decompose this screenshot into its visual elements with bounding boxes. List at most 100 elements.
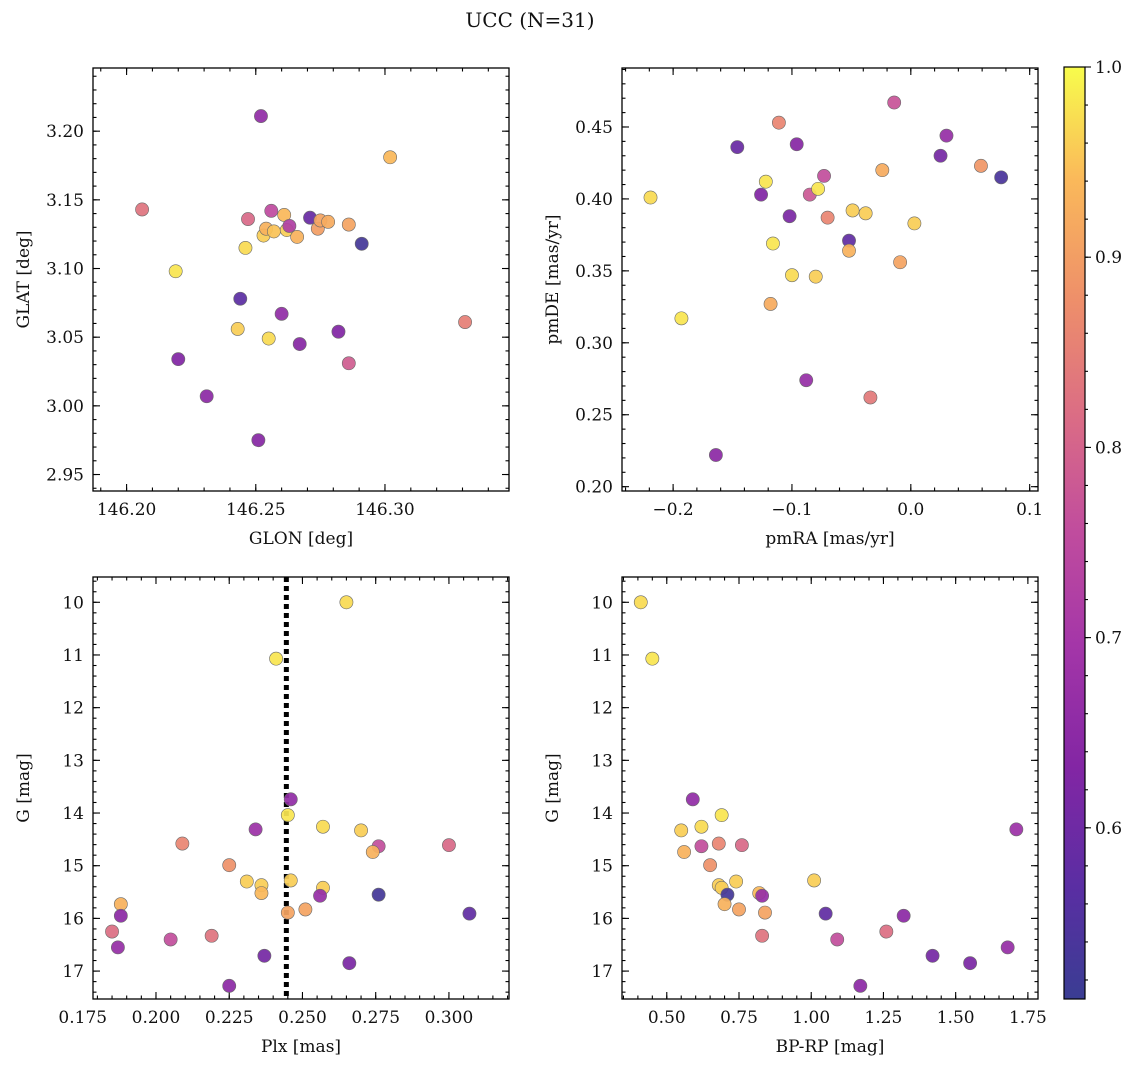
data-point	[732, 902, 746, 917]
data-point	[342, 956, 357, 971]
data-point	[290, 230, 305, 244]
x-axis-label: BP-RP [mag]	[776, 1037, 885, 1057]
data-point	[239, 874, 254, 889]
data-point	[341, 217, 356, 232]
y-tick-label: 0.35	[575, 262, 613, 282]
y-tick-label: 0.45	[575, 118, 613, 138]
data-point	[135, 202, 149, 217]
data-point	[442, 838, 456, 853]
data-point	[339, 595, 354, 610]
data-point	[282, 219, 297, 233]
x-tick-label: 1.25	[865, 1008, 903, 1028]
data-point	[820, 210, 835, 225]
y-tick-label: 11	[62, 646, 84, 666]
data-point	[254, 109, 268, 123]
data-point	[789, 137, 804, 152]
data-point	[703, 858, 718, 873]
colorbar-tick-label: 0.8	[1095, 438, 1122, 458]
y-tick-label: 3.10	[46, 260, 84, 280]
data-point	[896, 908, 911, 923]
data-point	[316, 819, 330, 834]
x-tick-label: 0.175	[58, 1008, 107, 1028]
data-point	[685, 792, 700, 807]
data-point	[354, 236, 369, 251]
y-tick-label: 14	[591, 804, 613, 824]
data-point	[341, 356, 356, 371]
parallax-magnitude-panel: 0.175 0.200 0.225 0.250 0.275 0.300 10 11 12 13 14…	[14, 576, 510, 1057]
x-tick-label: 146.25	[226, 500, 285, 520]
data-point	[113, 908, 128, 923]
axes-frame	[621, 576, 1039, 1000]
data-point	[251, 433, 266, 448]
x-tick-label: −0.1	[771, 500, 812, 520]
y-axis-label: pmDE [mas/yr]	[543, 214, 563, 344]
axes-frame	[92, 67, 510, 492]
x-tick-label: −0.2	[652, 500, 693, 520]
data-point	[845, 203, 860, 218]
data-point	[199, 389, 214, 404]
data-point	[371, 887, 386, 902]
y-tick-label: 12	[591, 699, 613, 719]
x-tick-label: 0.225	[205, 1008, 254, 1028]
x-axis-label: GLON [deg]	[249, 529, 353, 549]
data-point	[807, 873, 822, 888]
data-point	[458, 315, 472, 329]
data-point	[248, 822, 263, 837]
data-point	[758, 174, 773, 189]
colorbar-tick-label: 0.9	[1095, 248, 1122, 268]
data-point	[818, 906, 833, 921]
colorbar-tick-label: 0.6	[1095, 819, 1122, 839]
data-point	[269, 651, 283, 666]
data-point	[863, 390, 878, 405]
y-tick-label: 0.30	[575, 334, 613, 354]
y-axis-label: G [mag]	[14, 753, 34, 822]
data-point	[771, 115, 786, 130]
data-point	[204, 928, 219, 943]
data-point	[858, 206, 873, 221]
data-point	[785, 268, 799, 283]
y-tick-label: 3.20	[46, 122, 84, 142]
y-tick-label: 3.05	[46, 328, 84, 348]
data-point	[755, 928, 770, 943]
data-point	[280, 808, 295, 823]
data-point	[321, 214, 336, 229]
data-point	[230, 322, 245, 336]
data-point	[830, 932, 845, 947]
data-point	[264, 203, 279, 218]
data-point	[222, 858, 237, 873]
data-point	[171, 352, 186, 367]
y-tick-label: 2.95	[46, 466, 84, 486]
data-point	[963, 956, 978, 971]
data-point	[974, 158, 988, 173]
data-point	[799, 373, 814, 388]
data-point	[283, 792, 298, 807]
data-point	[907, 216, 922, 231]
data-point	[298, 902, 313, 917]
data-point	[933, 148, 948, 163]
data-point	[714, 808, 729, 823]
data-point	[817, 169, 831, 183]
data-point	[113, 897, 128, 912]
colorbar: 0.6 0.7 0.8 0.9 1.0	[1063, 58, 1122, 1000]
y-tick-label: 0.20	[575, 478, 613, 498]
data-point	[674, 823, 689, 838]
data-point	[633, 595, 648, 610]
data-point	[694, 819, 709, 834]
y-tick-label: 16	[591, 909, 613, 929]
data-point	[729, 874, 744, 889]
data-point	[808, 269, 823, 284]
data-point	[105, 924, 119, 939]
y-axis-label: G [mag]	[543, 753, 563, 822]
data-point	[994, 170, 1009, 185]
x-tick-label: 0.300	[425, 1008, 474, 1028]
data-point	[730, 140, 745, 155]
data-point	[879, 924, 894, 939]
data-point	[717, 897, 732, 912]
data-point	[175, 836, 190, 851]
x-tick-label: 1.00	[792, 1008, 830, 1028]
data-point	[853, 978, 868, 993]
color-magnitude-panel: 0.50 0.75 1.00 1.25 1.50 1.75 10 11 12 13 14 15 16 17…	[543, 576, 1047, 1057]
data-point	[811, 181, 826, 196]
data-point	[163, 932, 178, 947]
